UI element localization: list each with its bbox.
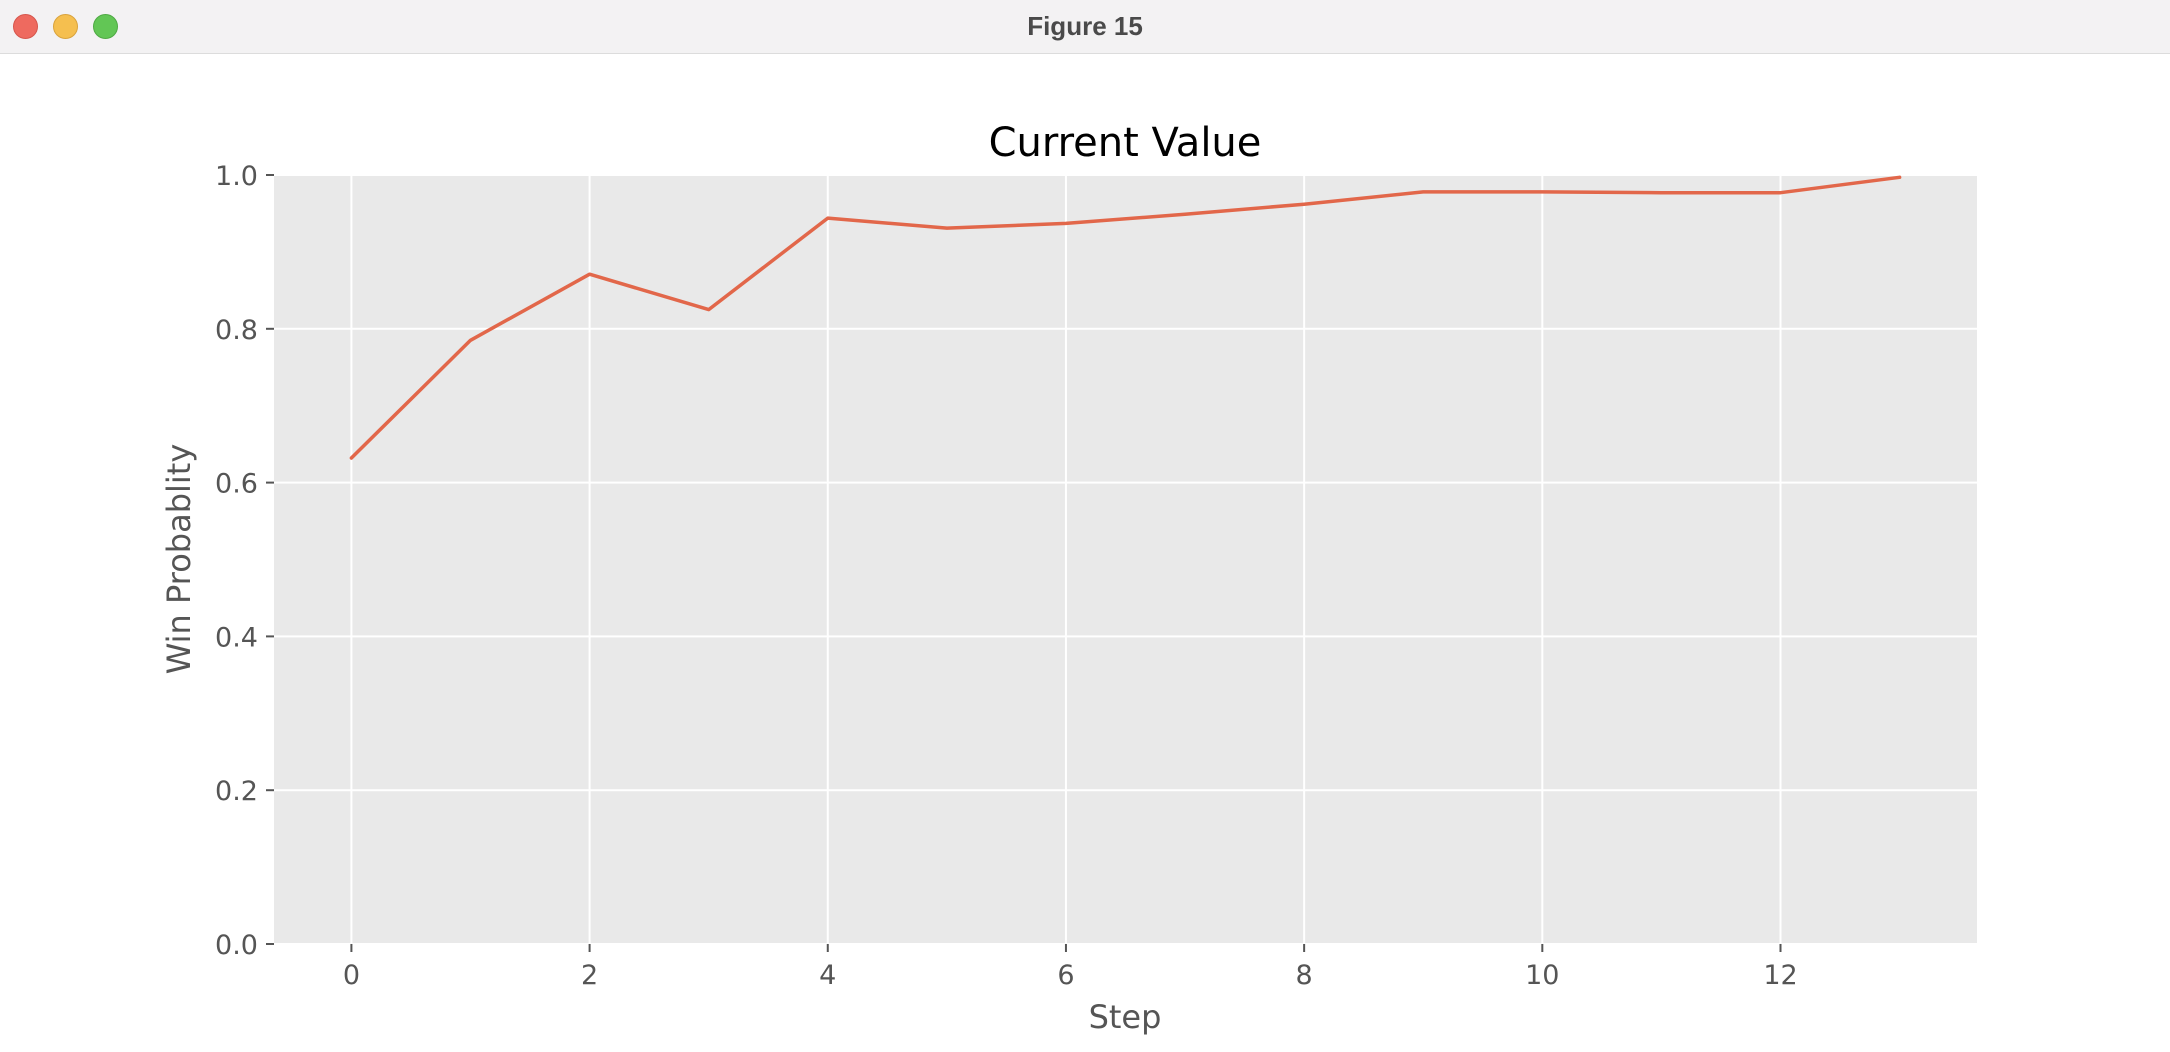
title-bar: Figure 15	[0, 0, 2170, 54]
y-tick-label: 0.8	[215, 315, 258, 346]
y-tick-label: 0.6	[215, 469, 258, 500]
x-tick-label: 8	[1296, 960, 1313, 991]
x-tick-label: 2	[581, 960, 598, 991]
y-tick-label: 0.0	[215, 930, 258, 961]
window-title: Figure 15	[1027, 11, 1143, 41]
x-axis-label: Step	[1089, 998, 1162, 1036]
y-axis-label: Win Probablity	[160, 444, 198, 675]
figure-canvas: 0 2 4 6 8 10 12 0.0 0.2 0.4 0.6 0.8 1.0 Current Valu…	[0, 54, 2170, 1052]
grid-lines	[274, 174, 1977, 945]
x-tick-label: 4	[819, 960, 836, 991]
x-tick-label: 6	[1057, 960, 1074, 991]
plot-background	[274, 175, 1977, 944]
y-tick-label: 1.0	[215, 161, 258, 192]
maximize-window-button[interactable]	[93, 14, 118, 39]
series-line	[349, 175, 1902, 460]
x-tick-label: 12	[1763, 960, 1797, 991]
minimize-window-button[interactable]	[53, 14, 78, 39]
axis-ticks: 0 2 4 6 8 10 12 0.0 0.2 0.4 0.6 0.8 1.0	[215, 161, 1798, 991]
x-tick-label: 10	[1525, 960, 1559, 991]
y-tick-label: 0.4	[215, 622, 258, 653]
line-chart: 0 2 4 6 8 10 12 0.0 0.2 0.4 0.6 0.8 1.0 Current Valu…	[160, 120, 1977, 1036]
y-tick-label: 0.2	[215, 776, 258, 807]
close-window-button[interactable]	[13, 14, 38, 39]
x-tick-label: 0	[343, 960, 360, 991]
chart-title: Current Value	[989, 120, 1262, 166]
series-layer	[349, 175, 1902, 460]
